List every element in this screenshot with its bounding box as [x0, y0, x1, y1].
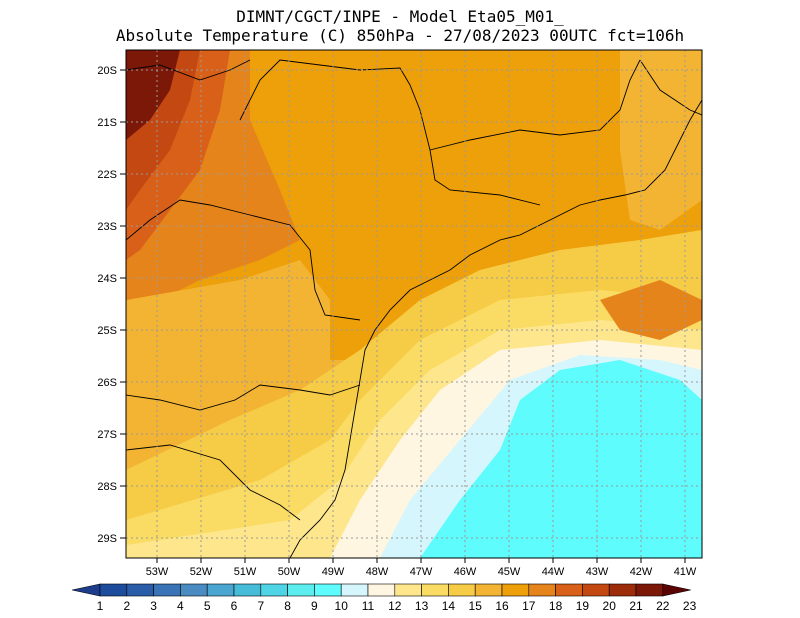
- field-band-9: [420, 360, 702, 558]
- colorbar-arrow-right: [662, 583, 691, 597]
- colorbar-label: 1: [97, 599, 104, 613]
- colorbar-swatch: [474, 583, 503, 597]
- colorbar-swatch: [287, 583, 315, 597]
- colorbar-swatch: [367, 583, 396, 597]
- coastline: [289, 99, 702, 558]
- colorbar-swatch: [582, 583, 610, 597]
- lon-tick-label: 50W: [278, 566, 301, 578]
- colorbar-swatch: [608, 583, 637, 597]
- lat-tick-labels: 20S 21S 22S 23S 24S 25S 26S 27S 28S 29S: [97, 65, 126, 545]
- colorbar-label: 22: [656, 599, 670, 613]
- lat-tick-label: 24S: [97, 273, 117, 285]
- lat-tick-label: 26S: [97, 377, 117, 389]
- colorbar-swatch: [635, 583, 664, 597]
- temperature-field: [126, 50, 702, 558]
- lat-tick-label: 21S: [97, 117, 117, 129]
- colorbar-label: 17: [522, 599, 536, 613]
- lon-tick-label: 51W: [234, 566, 257, 578]
- colorbar-swatch: [314, 583, 342, 597]
- lon-tick-label: 43W: [586, 566, 609, 578]
- lat-tick-label: 20S: [97, 65, 117, 77]
- colorbar-label: 6: [231, 599, 238, 613]
- lon-tick-label: 42W: [630, 566, 653, 578]
- field-band-east: [620, 50, 702, 230]
- colorbar-swatch: [180, 583, 208, 597]
- colorbar-label: 10: [335, 599, 349, 613]
- lat-tick-label: 28S: [97, 481, 117, 493]
- title-line-1: DIMNT/CGCT/INPE - Model Eta05_M01_: [236, 7, 564, 26]
- state-border-mg-rj: [429, 59, 641, 151]
- colorbar-label: 23: [683, 599, 697, 613]
- colorbar-swatch: [206, 583, 235, 597]
- lon-tick-label: 46W: [454, 566, 477, 578]
- colorbar-label: 2: [123, 599, 130, 613]
- lon-tick-label: 52W: [190, 566, 213, 578]
- colorbar-swatch: [340, 583, 369, 597]
- lat-tick-label: 29S: [97, 533, 117, 545]
- colorbar-swatch: [260, 583, 288, 597]
- colorbar-label: 3: [150, 599, 157, 613]
- title-line-2: Absolute Temperature (C) 850hPa - 27/08/…: [115, 26, 685, 45]
- colorbar: 1 2 3 4 5 6 7 8 9 10 11 12 13 14 15 16 17 18 19 20 21 22 23: [71, 583, 697, 613]
- colorbar-label: 7: [257, 599, 264, 613]
- colorbar-label: 16: [495, 599, 509, 613]
- grid-lines: [126, 50, 702, 558]
- lon-tick-label: 45W: [498, 566, 521, 578]
- coastline-borders: [126, 59, 702, 558]
- state-border-sp-pr: [126, 199, 361, 321]
- colorbar-swatch: [528, 583, 556, 597]
- field-band-16b: [240, 50, 640, 270]
- lat-tick-label: 27S: [97, 429, 117, 441]
- colorbar-swatch: [153, 583, 181, 597]
- colorbar-swatch: [233, 583, 262, 597]
- colorbar-swatch: [501, 583, 530, 597]
- colorbar-swatch: [99, 583, 128, 597]
- colorbar-label: 12: [388, 599, 402, 613]
- state-border-sp-mg: [239, 59, 541, 206]
- lat-tick-label: 25S: [97, 325, 117, 337]
- lon-tick-label: 41W: [674, 566, 697, 578]
- lon-tick-label: 47W: [410, 566, 433, 578]
- colorbar-label: 14: [442, 599, 456, 613]
- colorbar-label: 5: [204, 599, 211, 613]
- state-border-sc-rs: [126, 444, 301, 521]
- lon-tick-labels: 53W 52W 51W 50W 49W 48W 47W 46W 45W 44W …: [146, 558, 697, 578]
- colorbar-label: 21: [629, 599, 643, 613]
- colorbar-label: 13: [415, 599, 429, 613]
- state-border-pr-sc: [126, 384, 361, 411]
- lon-tick-label: 44W: [542, 566, 565, 578]
- colorbar-swatch: [394, 583, 422, 597]
- colorbar-label: 15: [469, 599, 483, 613]
- field-band-22: [126, 50, 180, 140]
- field-band-15: [126, 260, 330, 470]
- colorbar-swatch: [448, 583, 476, 597]
- lon-tick-label: 49W: [322, 566, 345, 578]
- plot-frame: [125, 49, 703, 559]
- field-band-east-warm: [600, 280, 702, 340]
- lat-tick-label: 23S: [97, 221, 117, 233]
- lon-tick-label: 48W: [366, 566, 389, 578]
- colorbar-label: 8: [284, 599, 291, 613]
- state-border-es: [639, 59, 702, 116]
- colorbar-swatch: [126, 583, 154, 597]
- state-border-ms-go: [126, 59, 251, 81]
- colorbar-label: 9: [311, 599, 318, 613]
- lon-tick-label: 53W: [146, 566, 169, 578]
- colorbar-swatch: [555, 583, 583, 597]
- colorbar-label: 11: [362, 599, 375, 613]
- colorbar-label: 20: [603, 599, 617, 613]
- colorbar-label: 18: [549, 599, 563, 613]
- lat-tick-label: 22S: [97, 169, 117, 181]
- colorbar-label: 4: [177, 599, 184, 613]
- colorbar-arrow-left: [71, 583, 101, 597]
- colorbar-swatch: [421, 583, 449, 597]
- colorbar-label: 19: [576, 599, 590, 613]
